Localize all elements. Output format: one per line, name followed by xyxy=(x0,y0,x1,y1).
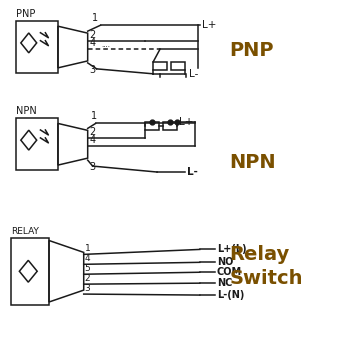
Text: COM: COM xyxy=(217,267,242,277)
Text: L+: L+ xyxy=(202,20,216,30)
Text: 2: 2 xyxy=(90,30,96,40)
Text: 1: 1 xyxy=(85,244,91,253)
Bar xyxy=(163,122,177,130)
Text: NC: NC xyxy=(217,278,232,288)
Text: 1: 1 xyxy=(91,112,97,121)
Text: 3: 3 xyxy=(85,284,91,293)
Bar xyxy=(171,62,185,70)
Text: PNP: PNP xyxy=(229,41,274,61)
Text: 3: 3 xyxy=(90,162,96,172)
Text: L+: L+ xyxy=(179,118,193,127)
Text: L-: L- xyxy=(187,167,198,177)
Text: ....: .... xyxy=(102,42,110,48)
Text: 4: 4 xyxy=(90,38,96,48)
Text: 2: 2 xyxy=(85,274,90,283)
Text: RELAY: RELAY xyxy=(11,227,39,235)
Text: L+(L): L+(L) xyxy=(217,244,246,255)
Bar xyxy=(16,119,58,170)
Text: NPN: NPN xyxy=(16,107,37,116)
Text: PNP: PNP xyxy=(16,9,36,19)
Text: 4: 4 xyxy=(90,135,96,145)
Text: L-(N): L-(N) xyxy=(217,290,244,300)
Text: 5: 5 xyxy=(85,264,91,273)
Text: 2: 2 xyxy=(90,127,96,137)
Bar xyxy=(16,21,58,73)
Text: Relay
Switch: Relay Switch xyxy=(229,245,303,287)
Text: 3: 3 xyxy=(90,65,96,75)
Bar xyxy=(145,122,159,130)
Text: 4: 4 xyxy=(85,254,90,263)
Bar xyxy=(153,62,167,70)
Bar xyxy=(11,238,49,305)
Text: NO: NO xyxy=(217,257,233,267)
Text: 1: 1 xyxy=(92,13,98,23)
Text: NPN: NPN xyxy=(229,153,276,172)
Text: L-: L- xyxy=(189,69,198,79)
